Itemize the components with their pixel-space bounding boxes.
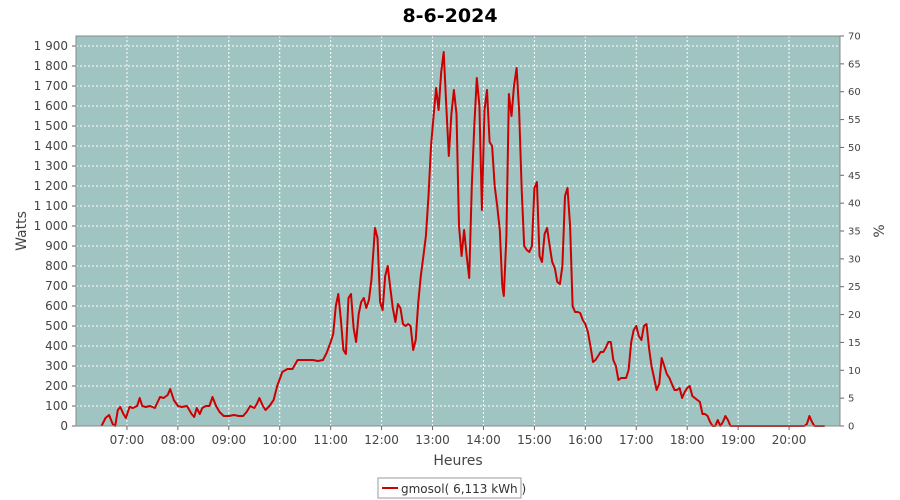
y2-tick-label: 10 xyxy=(848,366,861,377)
y-tick-label: 200 xyxy=(45,379,68,393)
y-axis-left: 0 100 200 300 400 500 600 700 800 900 1 000 1 100 1 … xyxy=(34,39,76,433)
y-tick-label: 0 xyxy=(60,419,68,433)
y-tick-label: 1 700 xyxy=(34,79,68,93)
y2-tick-label: 30 xyxy=(848,254,861,265)
y-tick-label: 300 xyxy=(45,359,68,373)
x-tick-label: 19:00 xyxy=(721,433,756,447)
y-tick-label: 1 800 xyxy=(34,59,68,73)
x-tick-label: 10:00 xyxy=(262,433,297,447)
x-tick-label: 17:00 xyxy=(619,433,654,447)
y2-tick-label: 60 xyxy=(848,87,861,98)
x-tick-label: 09:00 xyxy=(212,433,247,447)
y-tick-label: 800 xyxy=(45,259,68,273)
legend: gmosol( 6,113 kWh ) xyxy=(377,477,526,499)
y2-axis-label: % xyxy=(872,224,888,237)
y2-tick-label: 45 xyxy=(848,171,861,182)
series-line-gmosol xyxy=(100,51,825,427)
x-axis: 07:00 08:00 09:00 10:00 11:00 12:00 13:00 14:00… xyxy=(110,426,807,447)
legend-box xyxy=(377,477,522,499)
y-tick-label: 700 xyxy=(45,279,68,293)
y2-tick-label: 35 xyxy=(848,227,861,238)
y2-tick-label: 65 xyxy=(848,59,861,70)
x-tick-label: 15:00 xyxy=(517,433,552,447)
y-tick-label: 1 000 xyxy=(34,219,68,233)
y-tick-label: 600 xyxy=(45,299,68,313)
x-tick-label: 20:00 xyxy=(772,433,807,447)
y-tick-label: 100 xyxy=(45,399,68,413)
y2-tick-label: 25 xyxy=(848,282,861,293)
y2-tick-label: 5 xyxy=(848,394,854,405)
y-tick-label: 500 xyxy=(45,319,68,333)
x-tick-label: 08:00 xyxy=(161,433,196,447)
x-tick-label: 16:00 xyxy=(568,433,603,447)
y2-tick-label: 50 xyxy=(848,143,861,154)
legend-label: gmosol( 6,113 kWh ) xyxy=(401,482,526,496)
y2-tick-label: 55 xyxy=(848,115,861,126)
chart-title: 8-6-2024 xyxy=(402,5,497,27)
x-tick-label: 18:00 xyxy=(670,433,705,447)
y-tick-label: 1 500 xyxy=(34,119,68,133)
y2-tick-label: 70 xyxy=(848,32,861,43)
y-axis-right: 0 5 10 15 20 25 30 35 40 45 50 55 60 65 70 xyxy=(840,32,861,433)
x-tick-label: 12:00 xyxy=(364,433,399,447)
x-tick-label: 14:00 xyxy=(466,433,501,447)
plot-area xyxy=(76,36,840,426)
y-tick-label: 1 900 xyxy=(34,39,68,53)
x-axis-label: Heures xyxy=(433,453,482,469)
plot-border xyxy=(75,35,841,427)
x-tick-label: 11:00 xyxy=(313,433,348,447)
y-axis-label: Watts xyxy=(14,211,30,251)
y-tick-label: 900 xyxy=(45,239,68,253)
y-tick-label: 1 600 xyxy=(34,99,68,113)
y2-tick-label: 15 xyxy=(848,338,861,349)
y2-tick-label: 20 xyxy=(848,310,861,321)
x-tick-label: 13:00 xyxy=(415,433,450,447)
y-tick-label: 1 200 xyxy=(34,179,68,193)
y2-tick-label: 0 xyxy=(848,422,854,433)
y-tick-label: 400 xyxy=(45,339,68,353)
y-tick-label: 1 100 xyxy=(34,199,68,213)
y-tick-label: 1 400 xyxy=(34,139,68,153)
x-tick-label: 07:00 xyxy=(110,433,145,447)
y-tick-label: 1 300 xyxy=(34,159,68,173)
y2-tick-label: 40 xyxy=(848,199,861,210)
